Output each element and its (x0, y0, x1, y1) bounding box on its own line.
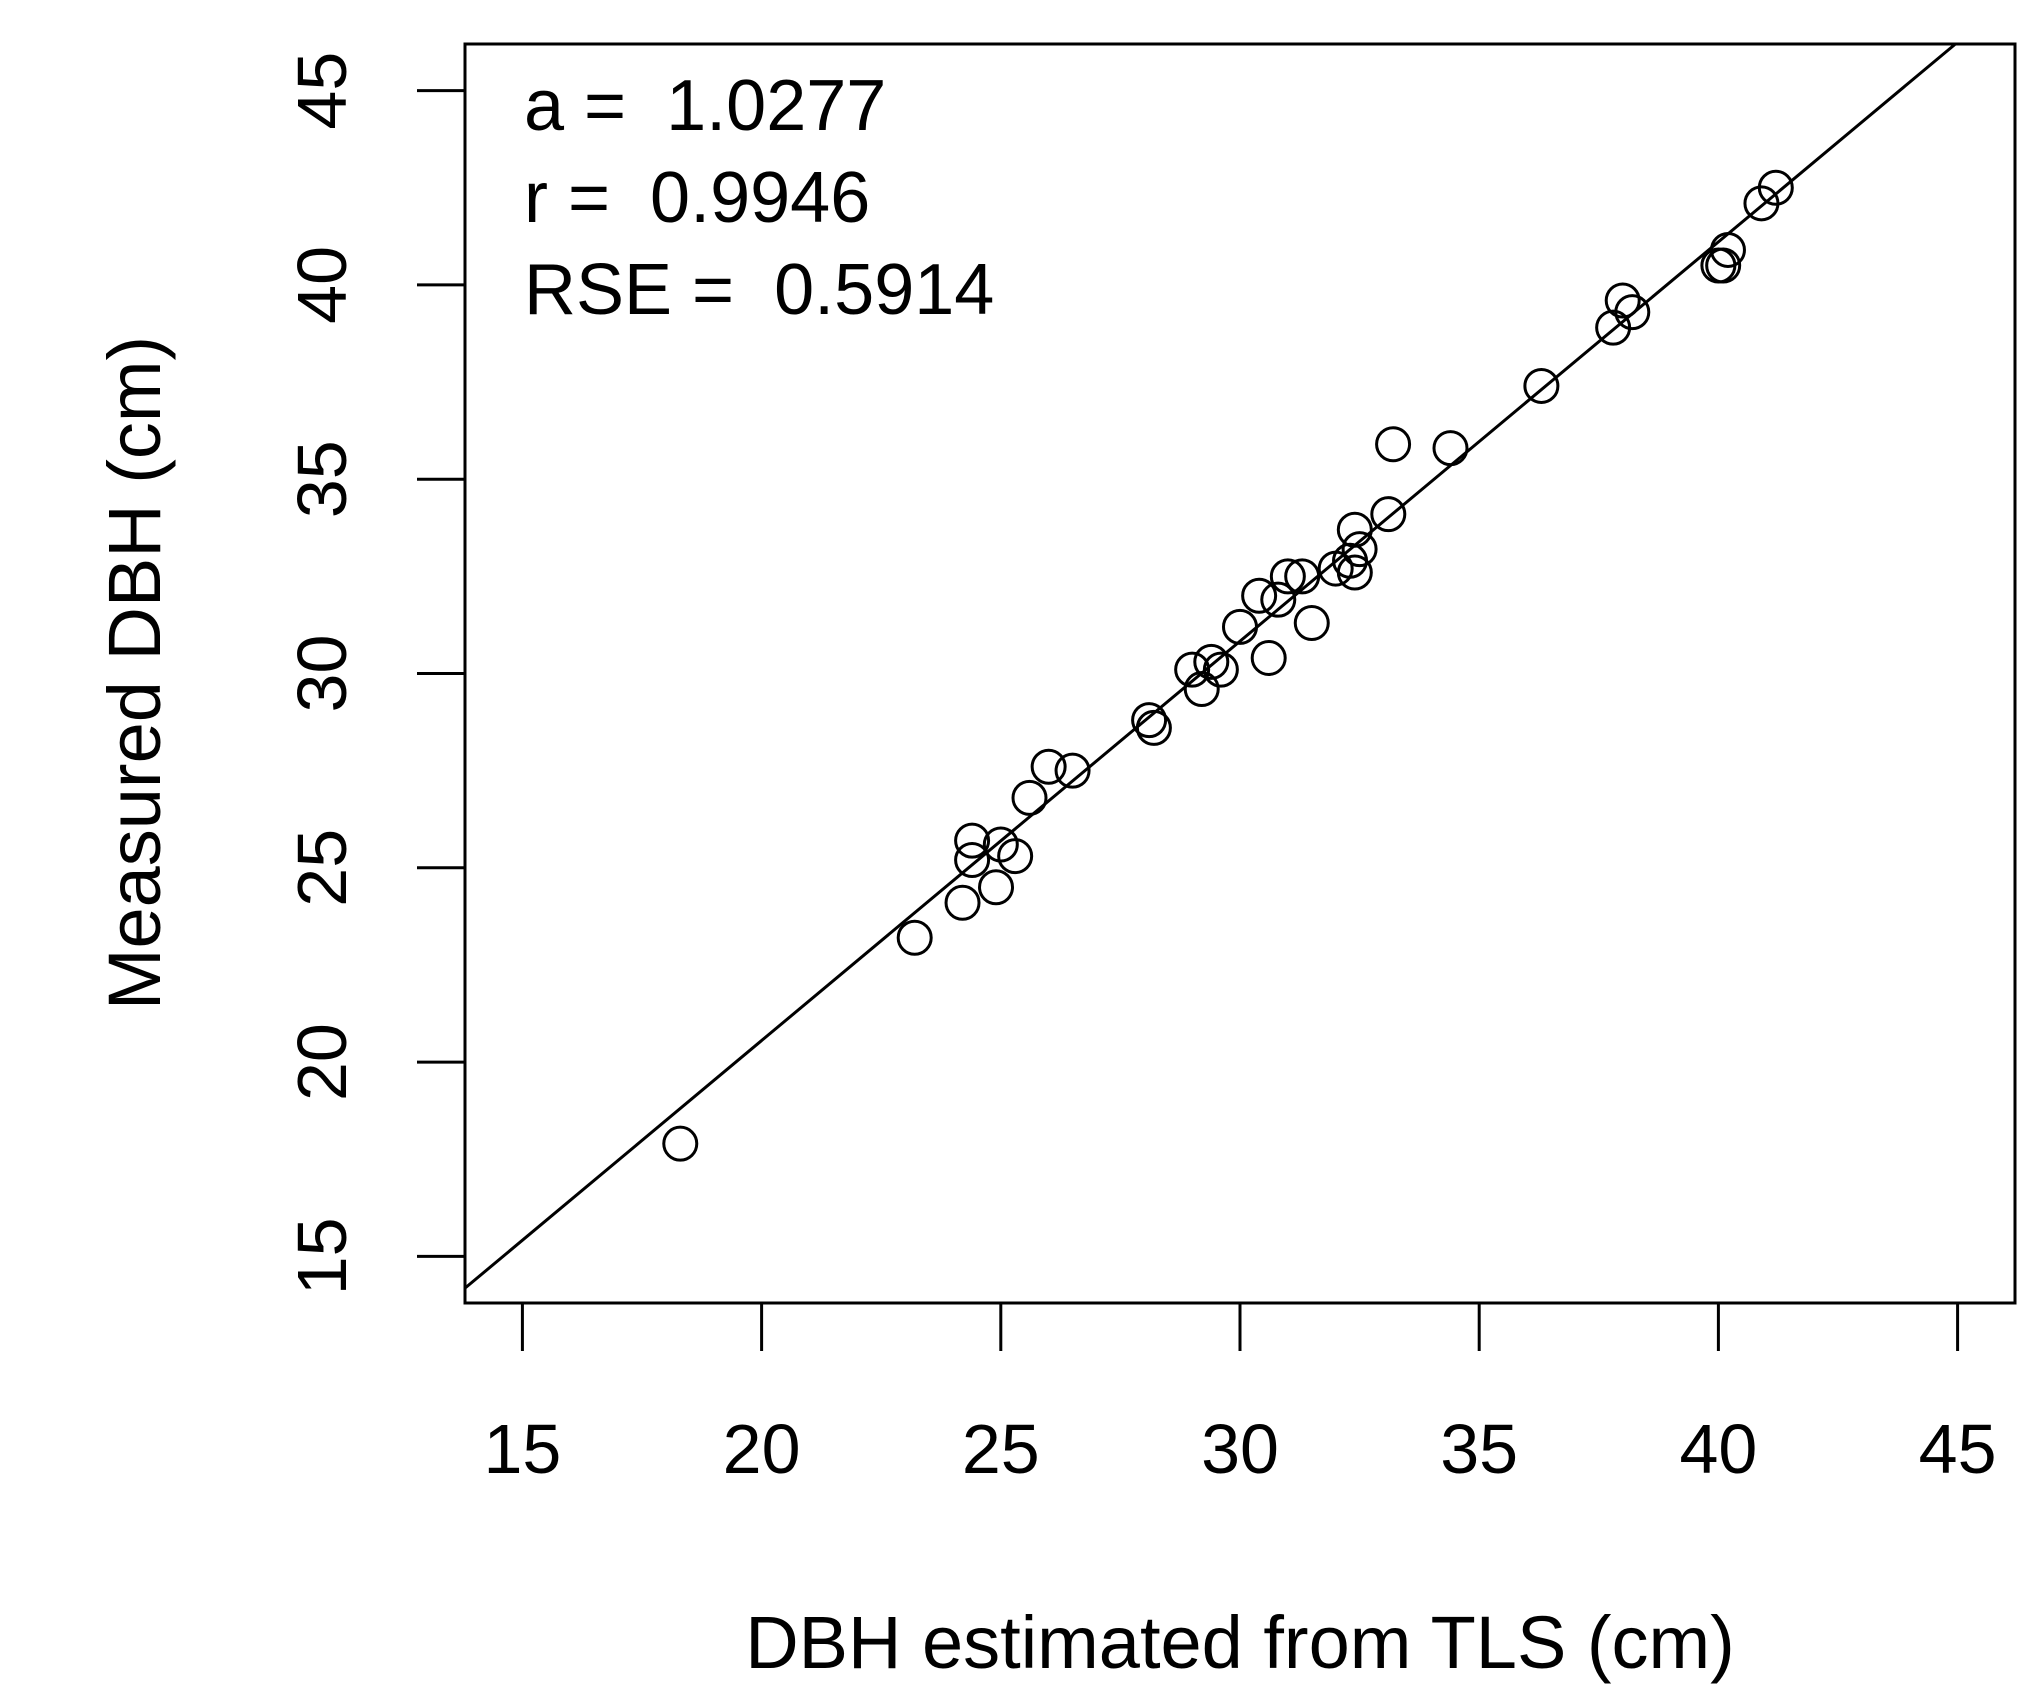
data-point (1284, 558, 1321, 595)
data-point (1336, 511, 1373, 548)
annotation-correlation: r = 0.9946 (524, 158, 870, 238)
y-tick-label: 45 (283, 52, 361, 130)
x-tick-label: 30 (1201, 1410, 1279, 1488)
x-tick-label: 20 (723, 1410, 801, 1488)
data-point (1614, 294, 1651, 331)
annotation-rse: RSE = 0.5914 (524, 250, 994, 330)
data-point (1705, 247, 1742, 284)
data-point (1131, 702, 1168, 739)
data-point (1202, 651, 1239, 688)
y-axis-title: Measured DBH (cm) (93, 336, 176, 1010)
data-point (1222, 608, 1258, 645)
y-tick-label: 30 (283, 635, 361, 713)
data-point (978, 869, 1015, 906)
x-tick-label: 45 (1919, 1410, 1997, 1488)
plot-frame (463, 42, 2017, 1305)
y-tick-label: 25 (283, 829, 361, 907)
data-point (954, 842, 991, 879)
data-point (896, 919, 933, 956)
x-tick-label: 15 (483, 1410, 561, 1488)
data-point (1011, 779, 1048, 816)
data-point (1523, 367, 1560, 404)
data-point (997, 838, 1034, 875)
data-point (1370, 496, 1407, 533)
data-point (1269, 558, 1306, 595)
x-tick-label: 35 (1440, 1410, 1518, 1488)
data-point (662, 1125, 699, 1162)
data-point (1135, 709, 1172, 746)
x-tick-label: 40 (1679, 1410, 1757, 1488)
data-point (1241, 577, 1278, 614)
x-axis-title: DBH estimated from TLS (cm) (745, 1601, 1735, 1684)
y-tick-label: 15 (283, 1217, 361, 1295)
data-point (1293, 604, 1330, 641)
data-point (1260, 581, 1297, 618)
y-tick-label: 20 (283, 1023, 361, 1101)
data-point (1709, 231, 1746, 268)
annotation-slope: a = 1.0277 (524, 66, 886, 146)
data-point (1054, 752, 1091, 789)
data-point (1341, 531, 1378, 568)
data-point (1250, 639, 1287, 676)
y-tick-label: 40 (283, 246, 361, 324)
data-point (1375, 426, 1412, 463)
data-point (1174, 651, 1211, 688)
data-point (1604, 282, 1641, 319)
data-point (1030, 748, 1067, 785)
data-point (1336, 554, 1373, 591)
data-point (1193, 643, 1230, 680)
data-point (944, 884, 981, 921)
x-tick-label: 25 (962, 1410, 1040, 1488)
data-point (1432, 430, 1469, 467)
data-point (1757, 169, 1794, 206)
y-tick-label: 35 (283, 440, 361, 518)
data-point (1183, 671, 1220, 708)
regression-line (464, 42, 1957, 1290)
data-point (954, 822, 991, 859)
